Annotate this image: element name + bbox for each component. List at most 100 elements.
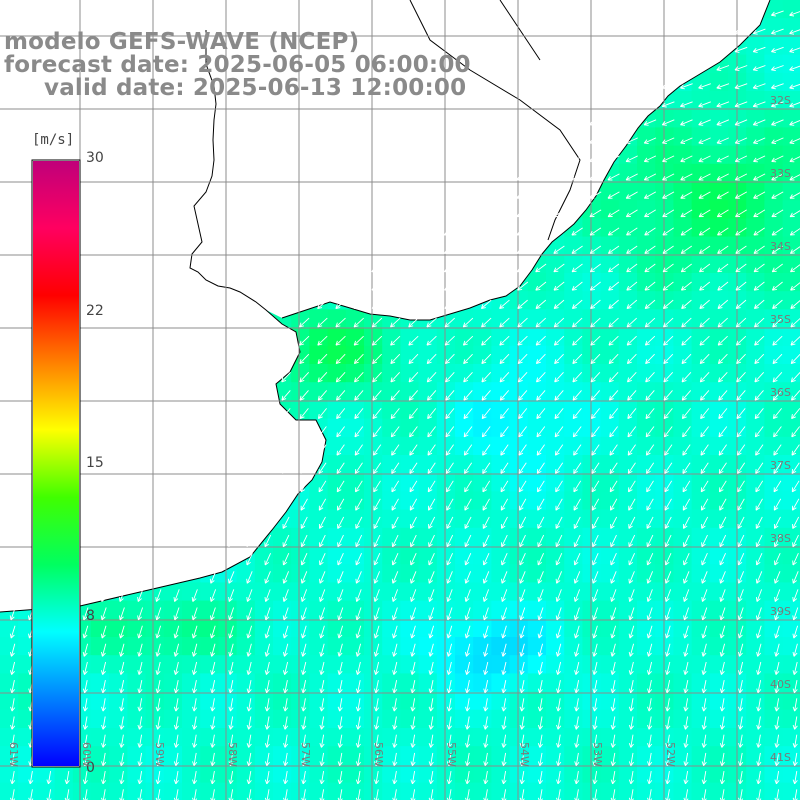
wind-arrow: [698, 119, 711, 126]
speed-cell: [618, 709, 638, 729]
speed-cell: [254, 564, 274, 583]
speed-cell: [764, 509, 784, 529]
speed-cell: [364, 691, 383, 711]
speed-cell: [618, 382, 638, 401]
speed-cell: [382, 455, 401, 474]
speed-cell: [218, 582, 238, 602]
speed-cell: [691, 509, 711, 529]
speed-cell: [582, 327, 602, 347]
speed-cell: [618, 691, 638, 711]
speed-cell: [618, 418, 638, 438]
speed-cell: [364, 382, 383, 401]
wind-arrow: [625, 137, 638, 144]
speed-cell: [236, 600, 256, 620]
speed-cell: [163, 600, 183, 620]
speed-cell: [364, 327, 383, 347]
wind-arrow: [607, 191, 620, 199]
speed-cell: [655, 127, 674, 147]
speed-cell: [637, 746, 656, 765]
speed-cell: [418, 436, 438, 456]
speed-cell: [746, 127, 765, 147]
speed-cell: [655, 309, 674, 329]
speed-cell: [127, 637, 147, 656]
speed-cell: [291, 673, 310, 693]
wind-arrow: [643, 101, 657, 108]
speed-cell: [655, 655, 674, 674]
speed-cell: [782, 91, 800, 110]
speed-cell: [145, 728, 165, 747]
speed-cell: [455, 618, 474, 638]
longitude-label: 55W: [445, 742, 458, 767]
speed-cell: [764, 709, 784, 729]
latitude-label: 38S: [770, 532, 791, 545]
speed-cell: [709, 400, 729, 420]
speed-cell: [600, 728, 620, 747]
speed-cell: [273, 673, 292, 693]
speed-cell: [163, 709, 183, 729]
speed-cell: [673, 109, 693, 128]
speed-cell: [200, 655, 219, 674]
colorbar-unit-label: [m/s]: [32, 132, 75, 148]
speed-cell: [600, 746, 620, 765]
wind-arrow: [771, 227, 784, 236]
speed-cell: [400, 400, 420, 420]
wind-arrow: [698, 209, 711, 218]
speed-cell: [91, 728, 110, 747]
speed-cell: [36, 782, 56, 800]
speed-cell: [655, 455, 674, 474]
latitude-label: 40S: [770, 678, 791, 691]
speed-cell: [782, 163, 800, 183]
colorbar-tick-label: 30: [86, 150, 104, 166]
speed-cell: [655, 582, 674, 602]
speed-cell: [618, 618, 638, 638]
speed-cell: [637, 218, 656, 238]
speed-cell: [600, 600, 620, 620]
speed-cell: [564, 455, 583, 474]
speed-cell: [254, 637, 274, 656]
wind-arrow: [771, 119, 784, 126]
speed-cell: [345, 600, 365, 620]
speed-cell: [582, 691, 602, 711]
speed-cell: [254, 764, 274, 784]
speed-cell: [509, 600, 529, 620]
wind-arrow: [571, 227, 583, 236]
speed-cell: [564, 309, 583, 329]
speed-cell: [582, 655, 602, 674]
speed-cell: [709, 254, 729, 274]
speed-cell: [400, 546, 420, 565]
speed-cell: [691, 291, 711, 310]
speed-cell: [637, 564, 656, 583]
speed-cell: [436, 637, 456, 656]
speed-cell: [218, 782, 238, 800]
speed-cell: [582, 564, 602, 583]
speed-cell: [455, 382, 474, 401]
speed-cell: [364, 637, 383, 656]
speed-cell: [546, 582, 565, 602]
speed-cell: [91, 673, 110, 693]
speed-cell: [673, 618, 693, 638]
speed-cell: [182, 691, 201, 711]
speed-cell: [509, 764, 529, 784]
speed-cell: [709, 200, 729, 219]
speed-cell: [218, 746, 238, 765]
speed-cell: [527, 655, 547, 674]
speed-cell: [436, 418, 456, 438]
speed-cell: [746, 527, 765, 547]
speed-cell: [291, 709, 310, 729]
speed-cell: [764, 127, 784, 147]
speed-cell: [782, 382, 800, 401]
speed-cell: [782, 364, 800, 383]
speed-cell: [182, 728, 201, 747]
speed-cell: [291, 400, 310, 420]
speed-cell: [637, 764, 656, 784]
speed-cell: [327, 345, 347, 365]
speed-cell: [600, 400, 620, 420]
speed-cell: [691, 91, 711, 110]
speed-cell: [673, 673, 693, 693]
speed-cell: [764, 309, 784, 329]
speed-cell: [637, 455, 656, 474]
wind-arrow: [734, 83, 748, 90]
speed-cell: [309, 637, 329, 656]
speed-cell: [491, 327, 511, 347]
speed-cell: [709, 582, 729, 602]
